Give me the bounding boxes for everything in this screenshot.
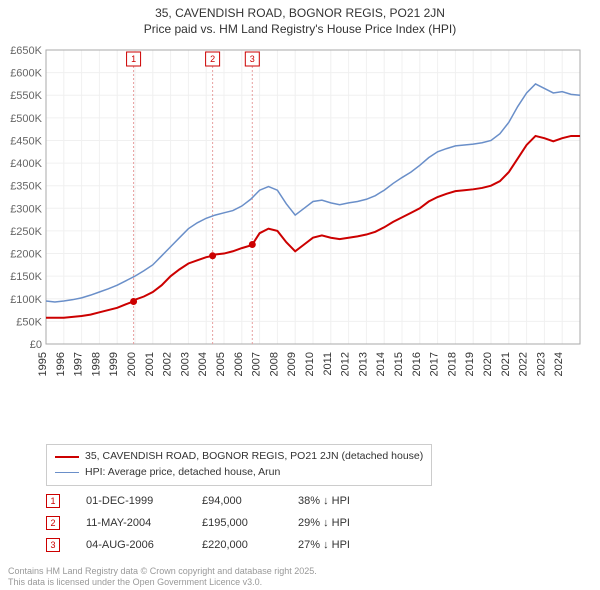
svg-text:£100K: £100K bbox=[10, 294, 42, 306]
svg-text:2020: 2020 bbox=[482, 352, 494, 376]
svg-text:2022: 2022 bbox=[518, 352, 530, 376]
legend-label-hpi: HPI: Average price, detached house, Arun bbox=[85, 465, 280, 481]
svg-text:1: 1 bbox=[131, 54, 136, 64]
svg-text:£300K: £300K bbox=[10, 203, 42, 215]
svg-text:2014: 2014 bbox=[375, 352, 387, 376]
svg-text:£50K: £50K bbox=[16, 316, 42, 328]
sale-price: £220,000 bbox=[202, 539, 272, 551]
chart-svg: £0 £50K £100K £150K £200K £250K £300K £350K £400… bbox=[2, 44, 586, 394]
svg-text:£650K: £650K bbox=[10, 45, 42, 57]
sale-row: 3 04-AUG-2006 £220,000 27% ↓ HPI bbox=[46, 534, 378, 556]
svg-text:2008: 2008 bbox=[268, 352, 280, 376]
svg-text:2018: 2018 bbox=[446, 352, 458, 376]
svg-text:2003: 2003 bbox=[179, 352, 191, 376]
sale-date: 01-DEC-1999 bbox=[86, 495, 176, 507]
svg-text:2021: 2021 bbox=[500, 352, 512, 376]
svg-text:2005: 2005 bbox=[215, 352, 227, 376]
svg-text:2002: 2002 bbox=[162, 352, 174, 376]
svg-text:2017: 2017 bbox=[429, 352, 441, 376]
legend-row: 35, CAVENDISH ROAD, BOGNOR REGIS, PO21 2… bbox=[55, 449, 423, 465]
legend-swatch-hpi bbox=[55, 472, 79, 473]
title-line-1: 35, CAVENDISH ROAD, BOGNOR REGIS, PO21 2… bbox=[0, 6, 600, 22]
sales-table: 1 01-DEC-1999 £94,000 38% ↓ HPI 2 11-MAY… bbox=[46, 490, 378, 556]
svg-text:2012: 2012 bbox=[340, 352, 352, 376]
svg-text:£500K: £500K bbox=[10, 113, 42, 125]
chart-area: £0£50K£100K£150K£200K£250K£300K£350K£400… bbox=[46, 44, 586, 394]
svg-text:2013: 2013 bbox=[357, 352, 369, 376]
footer-line-1: Contains HM Land Registry data © Crown c… bbox=[8, 566, 317, 577]
sale-marker-icon: 1 bbox=[46, 494, 60, 508]
sale-diff: 38% ↓ HPI bbox=[298, 495, 378, 507]
svg-text:£400K: £400K bbox=[10, 158, 42, 170]
svg-text:2004: 2004 bbox=[197, 352, 209, 376]
legend-label-property: 35, CAVENDISH ROAD, BOGNOR REGIS, PO21 2… bbox=[85, 449, 423, 465]
svg-text:£450K: £450K bbox=[10, 135, 42, 147]
svg-text:2001: 2001 bbox=[144, 352, 156, 376]
svg-text:2024: 2024 bbox=[553, 352, 565, 376]
title-line-2: Price paid vs. HM Land Registry's House … bbox=[0, 22, 600, 38]
svg-text:2016: 2016 bbox=[411, 352, 423, 376]
svg-text:2019: 2019 bbox=[464, 352, 476, 376]
sale-row: 2 11-MAY-2004 £195,000 29% ↓ HPI bbox=[46, 512, 378, 534]
legend-row: HPI: Average price, detached house, Arun bbox=[55, 465, 423, 481]
sale-diff: 27% ↓ HPI bbox=[298, 539, 378, 551]
title-block: 35, CAVENDISH ROAD, BOGNOR REGIS, PO21 2… bbox=[0, 0, 600, 37]
svg-text:2000: 2000 bbox=[126, 352, 138, 376]
footer-line-2: This data is licensed under the Open Gov… bbox=[8, 577, 317, 588]
svg-text:2023: 2023 bbox=[535, 352, 547, 376]
svg-text:3: 3 bbox=[250, 54, 255, 64]
svg-text:£550K: £550K bbox=[10, 90, 42, 102]
svg-text:1998: 1998 bbox=[90, 352, 102, 376]
svg-text:1995: 1995 bbox=[37, 352, 49, 376]
svg-text:2011: 2011 bbox=[322, 352, 334, 376]
sale-price: £94,000 bbox=[202, 495, 272, 507]
chart-container: 35, CAVENDISH ROAD, BOGNOR REGIS, PO21 2… bbox=[0, 0, 600, 590]
svg-text:£150K: £150K bbox=[10, 271, 42, 283]
svg-text:2: 2 bbox=[210, 54, 215, 64]
sale-diff: 29% ↓ HPI bbox=[298, 517, 378, 529]
svg-text:1999: 1999 bbox=[108, 352, 120, 376]
sale-date: 11-MAY-2004 bbox=[86, 517, 176, 529]
svg-text:£200K: £200K bbox=[10, 249, 42, 261]
sale-price: £195,000 bbox=[202, 517, 272, 529]
footer: Contains HM Land Registry data © Crown c… bbox=[8, 566, 317, 588]
legend-swatch-property bbox=[55, 456, 79, 458]
svg-text:2007: 2007 bbox=[251, 352, 263, 376]
sale-marker-icon: 3 bbox=[46, 538, 60, 552]
sale-date: 04-AUG-2006 bbox=[86, 539, 176, 551]
svg-text:£0: £0 bbox=[30, 339, 42, 351]
svg-text:2009: 2009 bbox=[286, 352, 298, 376]
svg-text:£600K: £600K bbox=[10, 68, 42, 80]
sale-row: 1 01-DEC-1999 £94,000 38% ↓ HPI bbox=[46, 490, 378, 512]
svg-text:2010: 2010 bbox=[304, 352, 316, 376]
sale-marker-icon: 2 bbox=[46, 516, 60, 530]
svg-text:2015: 2015 bbox=[393, 352, 405, 376]
svg-text:1996: 1996 bbox=[55, 352, 67, 376]
svg-text:2006: 2006 bbox=[233, 352, 245, 376]
svg-text:1997: 1997 bbox=[73, 352, 85, 376]
svg-text:£350K: £350K bbox=[10, 181, 42, 193]
svg-text:£250K: £250K bbox=[10, 226, 42, 238]
legend: 35, CAVENDISH ROAD, BOGNOR REGIS, PO21 2… bbox=[46, 444, 432, 486]
